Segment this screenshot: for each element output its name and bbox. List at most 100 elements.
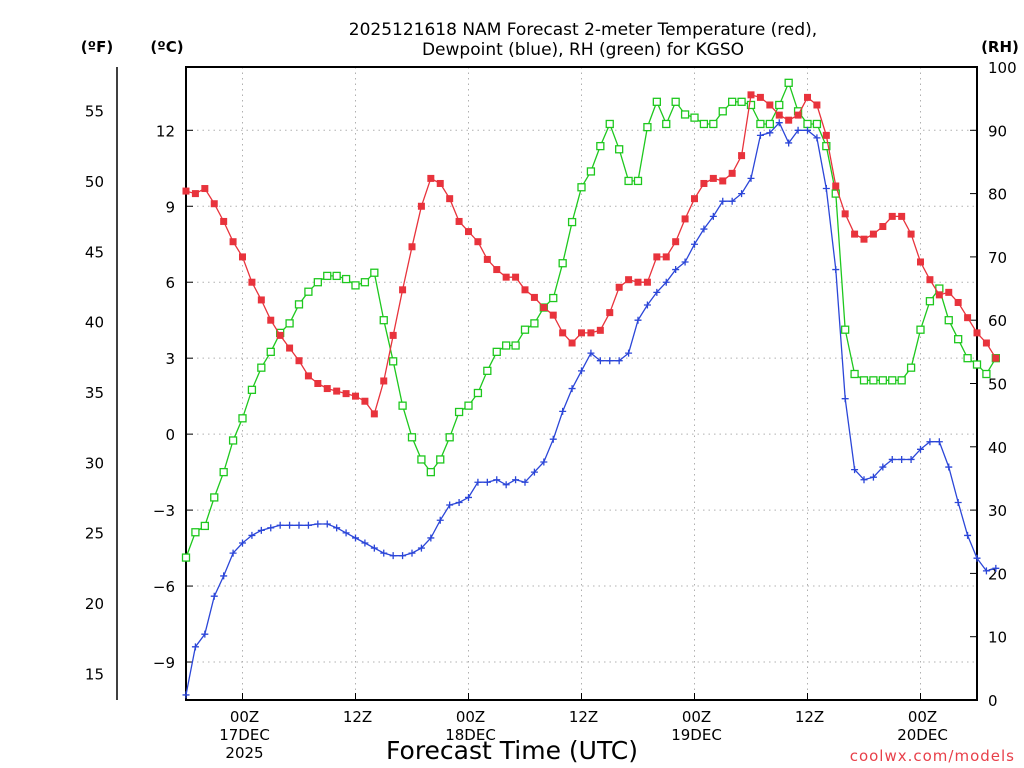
dewpoint-point xyxy=(220,572,228,580)
dewpoint-point xyxy=(832,266,840,274)
dewpoint-point xyxy=(304,521,312,529)
time-tick-label: 00Z xyxy=(230,708,259,726)
rh-point xyxy=(869,376,878,385)
temperature-point xyxy=(719,177,727,185)
rh-point xyxy=(191,528,200,537)
rh-line xyxy=(185,80,997,558)
temperature-point xyxy=(399,286,407,294)
dewpoint-point xyxy=(888,455,896,463)
dewpoint-point xyxy=(964,531,972,539)
temperature-point xyxy=(888,212,896,220)
dewpoint-point xyxy=(747,174,755,182)
temperature-point xyxy=(493,266,501,274)
celsius-tick-label: 3 xyxy=(165,350,175,368)
dewpoint-point xyxy=(568,385,576,393)
dewpoint-point xyxy=(785,139,793,147)
rh-point xyxy=(558,259,567,268)
time-tick-label: 20DEC xyxy=(897,726,948,744)
dewpoint-point xyxy=(248,531,256,539)
rh-point xyxy=(577,183,586,192)
time-tick-label: 17DEC xyxy=(219,726,270,744)
rh-point xyxy=(906,363,916,372)
fahrenheit-tick-label: 50 xyxy=(85,173,104,191)
temperature-point xyxy=(775,111,783,119)
time-tick-label: 00Z xyxy=(682,708,711,726)
fahrenheit-tick-label: 20 xyxy=(85,595,104,613)
celsius-tick-label: −6 xyxy=(153,578,175,596)
celsius-tick-label: 9 xyxy=(165,198,175,216)
dewpoint-point xyxy=(719,197,727,205)
temperature-point xyxy=(672,238,680,246)
celsius-tick-label: 6 xyxy=(165,274,175,292)
rh-point xyxy=(859,376,869,385)
dewpoint-point xyxy=(229,549,237,557)
dewpoint-point xyxy=(465,493,472,501)
temperature-point xyxy=(766,101,774,109)
rh-tick-label: 60 xyxy=(988,312,1007,330)
fahrenheit-tick-label: 25 xyxy=(85,525,104,543)
dewpoint-point xyxy=(775,119,783,127)
temperature-point xyxy=(408,243,416,251)
dewpoint-point xyxy=(474,478,482,486)
rh-point xyxy=(285,319,294,328)
temperature-point xyxy=(455,217,463,225)
temperature-point xyxy=(709,174,717,182)
dewpoint-point xyxy=(417,544,425,552)
rh-point xyxy=(897,376,906,385)
dewpoint-point xyxy=(973,554,981,562)
temperature-point xyxy=(700,179,708,187)
rh-series xyxy=(181,78,1000,562)
temperature-point xyxy=(832,182,840,190)
temperature-point xyxy=(945,288,953,296)
rh-point xyxy=(963,354,972,363)
rh-point xyxy=(294,300,304,309)
dewpoint-point xyxy=(446,501,454,509)
dewpoint-point xyxy=(794,126,802,134)
temperature-point xyxy=(822,131,830,139)
dewpoint-point xyxy=(945,463,953,471)
temperature-point xyxy=(342,390,350,398)
temperature-point xyxy=(596,326,604,334)
dewpoint-point xyxy=(239,539,246,547)
dewpoint-point xyxy=(427,534,435,542)
x-axis-title: Forecast Time (UTC) xyxy=(386,736,638,765)
temperature-point xyxy=(728,169,736,177)
temperature-point xyxy=(615,283,623,291)
temperature-point xyxy=(662,253,670,261)
rh-point xyxy=(417,455,426,464)
temperature-point xyxy=(512,273,520,281)
temperature-point xyxy=(643,278,651,286)
dewpoint-point xyxy=(191,643,199,651)
temperature-point xyxy=(691,195,698,203)
temperature-point xyxy=(794,111,802,119)
dewpoint-point xyxy=(766,129,774,137)
dewpoint-point xyxy=(530,468,538,476)
dewpoint-point xyxy=(982,567,990,575)
rh-point xyxy=(426,467,435,477)
temperature-point xyxy=(257,296,265,304)
temperature-point xyxy=(851,230,859,238)
dewpoint-point xyxy=(756,131,764,139)
dewpoint-point xyxy=(201,630,209,638)
temperature-point xyxy=(681,215,689,223)
rh-point xyxy=(502,341,511,350)
temperature-point xyxy=(559,329,567,337)
temperature-point xyxy=(992,354,1000,362)
fahrenheit-tick-label: 55 xyxy=(85,103,104,121)
rh-point xyxy=(464,401,473,410)
rh-point xyxy=(709,119,718,129)
temperature-point xyxy=(483,255,491,263)
dewpoint-point xyxy=(804,126,811,134)
time-tick-label: 12Z xyxy=(795,708,824,726)
temperature-point xyxy=(229,238,237,246)
dewpoint-point xyxy=(954,499,962,507)
temperature-point xyxy=(201,185,209,193)
temperature-point xyxy=(747,91,755,99)
dewpoint-point xyxy=(370,544,378,552)
dewpoint-point xyxy=(691,240,698,248)
rh-point xyxy=(445,433,454,442)
rh-point xyxy=(257,363,266,372)
rh-point xyxy=(690,113,699,122)
dewpoint-point xyxy=(672,266,680,274)
